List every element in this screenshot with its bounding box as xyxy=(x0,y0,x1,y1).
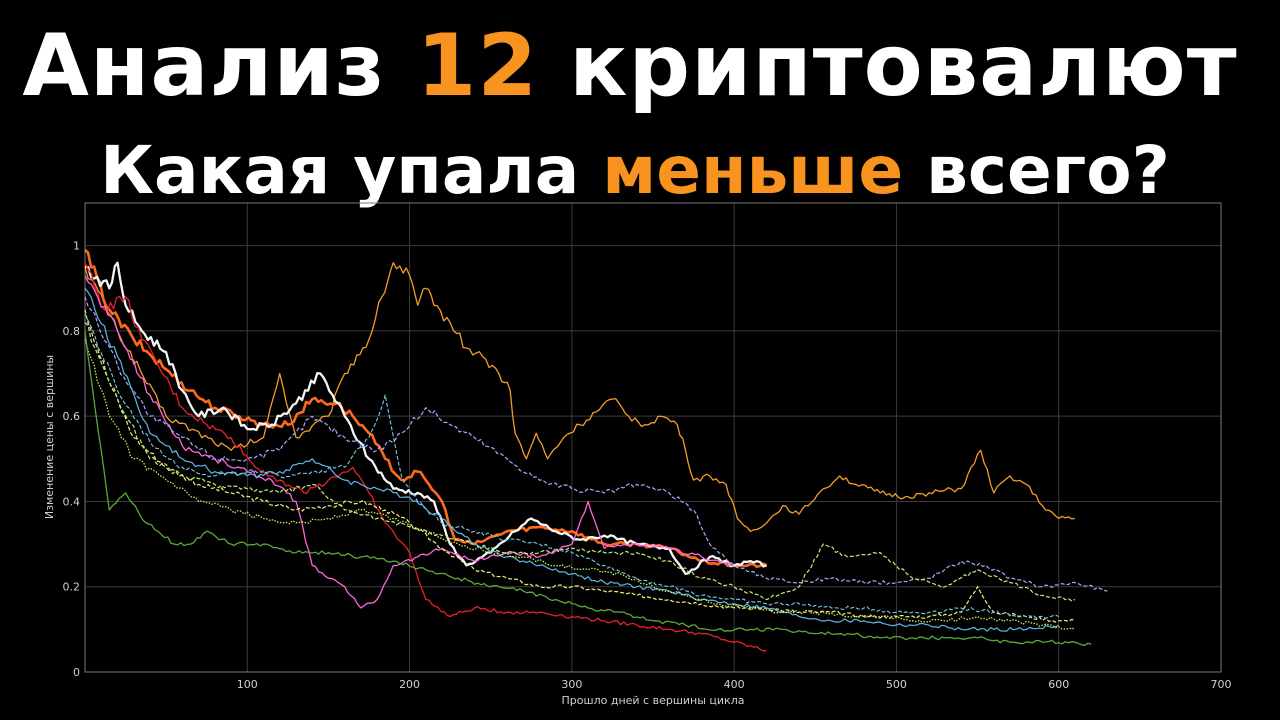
x-tick-label: 200 xyxy=(399,678,420,691)
grid xyxy=(85,203,1222,673)
series-line xyxy=(84,313,1059,619)
series-line xyxy=(84,330,1092,646)
x-axis-label: Прошло дней с вершины цикла xyxy=(562,694,745,707)
headline-accent-word: меньше xyxy=(602,132,904,209)
headline-line-2-before: Какая упала xyxy=(100,132,603,209)
y-tick-label: 0.4 xyxy=(63,495,81,508)
headline-line-1-before: Анализ xyxy=(22,16,417,116)
y-tick-label: 0.2 xyxy=(63,581,81,594)
series-line xyxy=(84,322,1076,602)
series-line xyxy=(85,261,767,576)
headline-count: 12 xyxy=(416,16,539,116)
y-tick-label: 0 xyxy=(73,666,80,679)
x-tick-label: 300 xyxy=(561,678,582,691)
series-line xyxy=(84,262,767,652)
headline-line-2-after: всего? xyxy=(903,132,1170,209)
x-tick-label: 400 xyxy=(724,678,745,691)
headline-line-2: Какая упала меньше всего? xyxy=(0,128,1270,214)
y-axis-label: Изменение цены с вершины xyxy=(43,355,56,519)
series-line xyxy=(84,287,1059,632)
headline-line-1: Анализ 12 криптовалют xyxy=(0,8,1260,124)
series-line xyxy=(84,275,735,609)
series-group xyxy=(84,248,1108,652)
series-line xyxy=(84,309,1076,623)
x-tick-label: 500 xyxy=(886,678,907,691)
x-tick-label: 600 xyxy=(1048,678,1069,691)
headline-line-1-after: криптовалют xyxy=(538,16,1238,116)
y-tick-label: 1 xyxy=(73,240,80,253)
series-line xyxy=(84,262,1075,532)
tick-labels: 100 200 300 400 500 600 700 0 0.2 0.4 0.6 0.8 1 xyxy=(63,240,1232,691)
plot-frame xyxy=(84,202,1222,673)
series-line xyxy=(84,339,1076,630)
y-tick-label: 0.6 xyxy=(63,410,81,423)
x-tick-label: 100 xyxy=(237,678,258,691)
y-tick-label: 0.8 xyxy=(63,325,81,338)
x-tick-label: 700 xyxy=(1211,678,1232,691)
series-line xyxy=(84,296,1108,592)
